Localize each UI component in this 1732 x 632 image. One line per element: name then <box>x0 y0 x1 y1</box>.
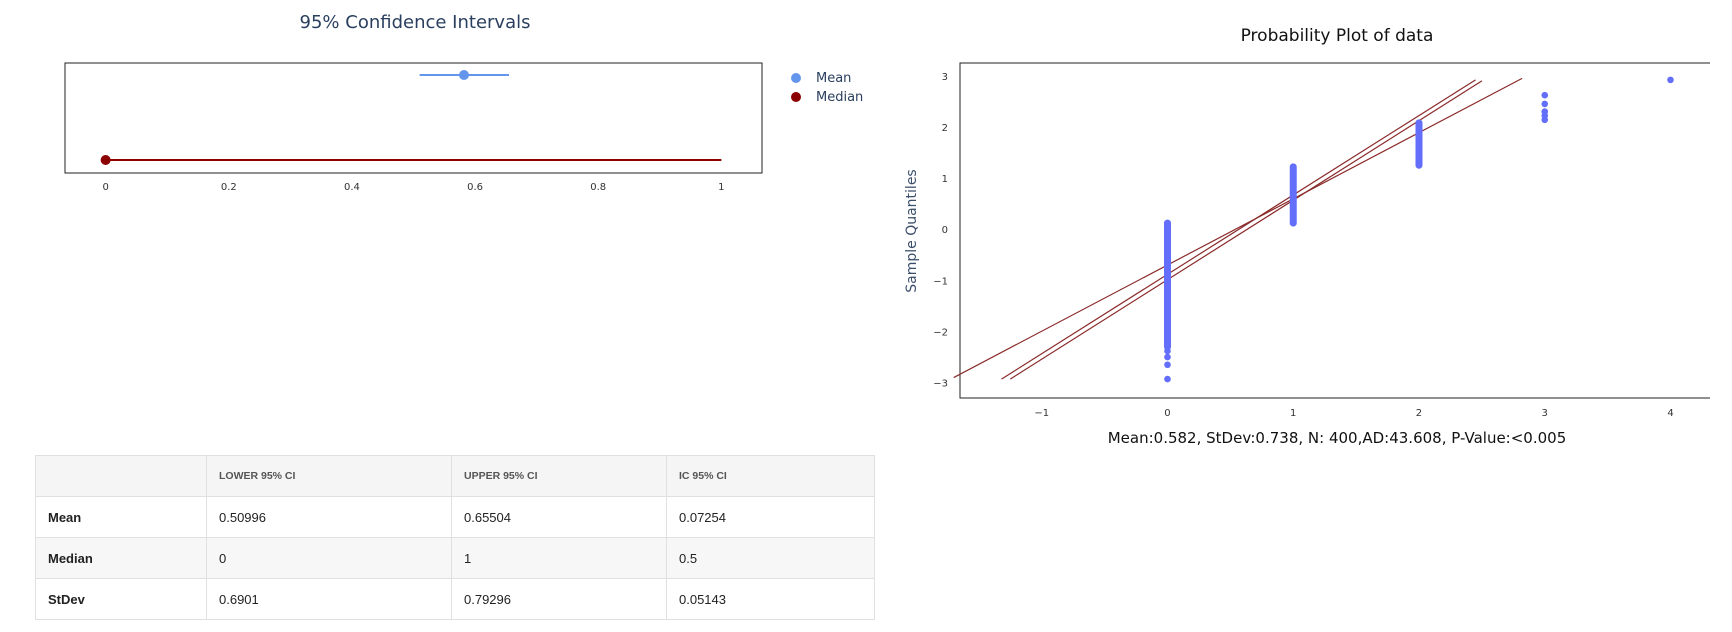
ci-x-tick-label: 0.8 <box>590 182 606 193</box>
probability-plot-summary: Mean:0.582, StDev:0.738, N: 400,AD:43.60… <box>1108 429 1567 447</box>
pp-x-tick-label: 0 <box>1164 408 1170 419</box>
ci-legend: Mean Median <box>791 71 863 105</box>
data-point <box>1164 361 1171 369</box>
pp-y-tick-label: 1 <box>942 174 948 185</box>
data-point <box>1164 375 1171 383</box>
pp-y-tick-label: 2 <box>942 123 948 134</box>
table-cell: 0.05143 <box>666 578 875 620</box>
pp-plot-area <box>959 62 1710 399</box>
table-cell: 0.50996 <box>206 496 452 538</box>
table-cell: 0.65504 <box>451 496 667 538</box>
data-point <box>1164 353 1171 361</box>
table-header-blank <box>35 455 207 497</box>
data-point <box>1415 161 1423 169</box>
pp-x-tick-label: 2 <box>1416 408 1422 419</box>
pp-y-tick-label: −3 <box>933 379 948 390</box>
median-point <box>100 155 111 165</box>
ci-x-tick-label: 0.4 <box>344 182 360 193</box>
data-point <box>1541 91 1549 99</box>
table-header-lower: LOWER 95% CI <box>206 455 452 497</box>
table-cell: 1 <box>451 537 667 579</box>
table-header-upper: UPPER 95% CI <box>451 455 667 497</box>
table-header-row: LOWER 95% CI UPPER 95% CI IC 95% CI <box>35 455 875 497</box>
y-axis-title: Sample Quantiles <box>904 169 920 292</box>
pp-y-tick-label: 3 <box>942 72 948 83</box>
mean-point <box>458 70 469 80</box>
pp-y-tick-label: −2 <box>933 328 948 339</box>
probability-plot: Probability Plot of data −1 0 1 2 3 4 3 2 1 0 −1 −2… <box>904 26 1710 447</box>
pp-x-tick-label: 4 <box>1667 408 1673 419</box>
data-point <box>1667 76 1674 84</box>
probability-plot-title: Probability Plot of data <box>1241 26 1434 46</box>
reference-line <box>953 77 1523 379</box>
row-label: Median <box>35 537 207 579</box>
pp-y-tick-label: 0 <box>942 225 948 236</box>
table-header-ic: IC 95% CI <box>666 455 875 497</box>
table-cell: 0.07254 <box>666 496 875 538</box>
row-label: Mean <box>35 496 207 538</box>
legend-median-label: Median <box>816 90 863 105</box>
table-cell: 0.5 <box>666 537 875 579</box>
ci-plot-area <box>64 62 763 174</box>
data-point <box>1164 343 1171 351</box>
ci-chart-title: 95% Confidence Intervals <box>300 12 531 33</box>
ci-x-tick-label: 0 <box>102 182 108 193</box>
table-row: Median 0 1 0.5 <box>35 537 875 579</box>
table-row: Mean 0.50996 0.65504 0.07254 <box>35 496 875 538</box>
table-cell: 0 <box>206 537 452 579</box>
legend-median-marker <box>791 92 801 102</box>
pp-x-tick-label: 3 <box>1542 408 1548 419</box>
table-cell: 0.6901 <box>206 578 452 620</box>
data-point <box>1541 108 1549 115</box>
data-point <box>1164 219 1171 227</box>
table-cell: 0.79296 <box>451 578 667 620</box>
data-point <box>1289 219 1297 227</box>
ci-chart: 95% Confidence Intervals 0 0.2 0.4 0.6 0.8 1 … <box>64 12 863 193</box>
pp-x-tick-label: 1 <box>1290 408 1296 419</box>
ci-x-tick-label: 0.2 <box>221 182 237 193</box>
ci-table: LOWER 95% CI UPPER 95% CI IC 95% CI Mean… <box>35 455 875 620</box>
legend-mean-label: Mean <box>816 71 851 86</box>
reference-line <box>1001 79 1476 380</box>
pp-x-tick-label: −1 <box>1034 408 1049 419</box>
ci-x-tick-label: 0.6 <box>467 182 483 193</box>
legend-mean-marker <box>791 73 801 83</box>
pp-y-tick-label: −1 <box>933 276 948 287</box>
data-point <box>1541 100 1549 108</box>
table-row: StDev 0.6901 0.79296 0.05143 <box>35 578 875 620</box>
row-label: StDev <box>35 578 207 620</box>
data-point <box>1415 119 1423 127</box>
ci-x-tick-label: 1 <box>718 182 724 193</box>
reference-line <box>1009 80 1483 380</box>
data-point <box>1289 163 1297 171</box>
